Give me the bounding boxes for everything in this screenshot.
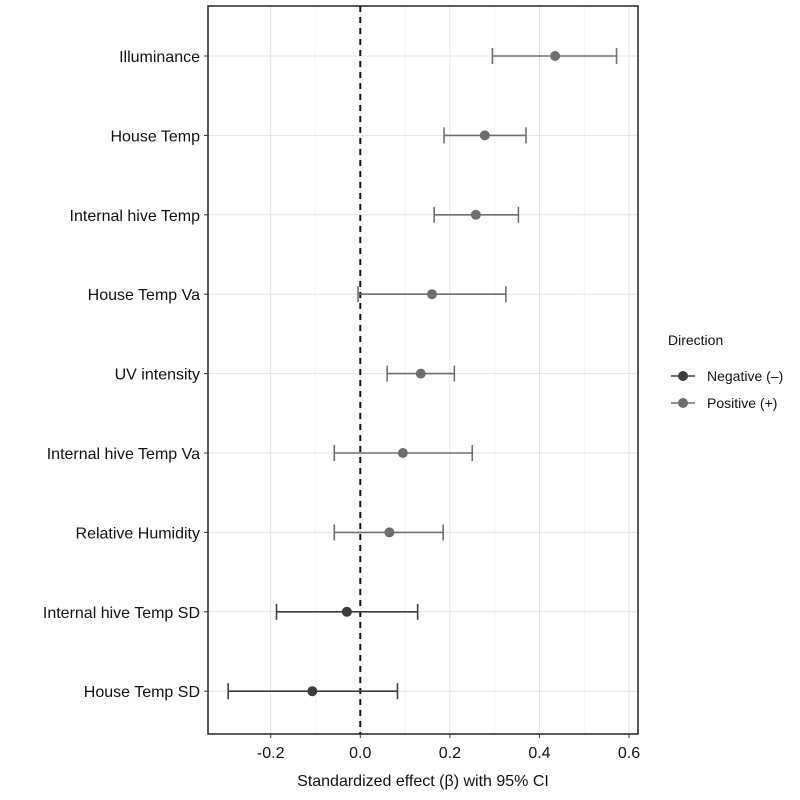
estimate-row bbox=[491, 48, 618, 64]
estimate-point bbox=[307, 686, 318, 697]
x-tick-label: -0.2 bbox=[257, 745, 285, 762]
x-tick-label: 0.0 bbox=[349, 745, 371, 762]
estimate-row bbox=[227, 683, 399, 700]
estimate-row bbox=[443, 127, 527, 144]
y-axis: Illuminance House Temp Internal hive Temp H… bbox=[43, 49, 208, 701]
legend-label: Negative (–) bbox=[707, 368, 783, 384]
estimate-row bbox=[357, 286, 507, 303]
y-tick-label: Relative Humidity bbox=[76, 525, 200, 542]
legend-label: Positive (+) bbox=[707, 395, 777, 411]
estimate-point bbox=[397, 448, 408, 458]
estimate-point bbox=[479, 130, 490, 141]
y-tick-label: Internal hive Temp SD bbox=[43, 605, 200, 622]
legend-title: Direction bbox=[668, 332, 723, 348]
legend: Direction Negative (–) Positive (+) bbox=[668, 332, 783, 411]
legend-item: Positive (+) bbox=[671, 395, 777, 411]
estimate-point bbox=[415, 368, 426, 379]
estimate-row bbox=[333, 445, 474, 461]
legend-key-point bbox=[678, 398, 688, 408]
legend-item: Negative (–) bbox=[671, 368, 783, 384]
legend-items: Negative (–) Positive (+) bbox=[671, 368, 783, 411]
estimate-row bbox=[386, 365, 456, 382]
plot-panel-border bbox=[207, 5, 639, 735]
y-tick-label: UV intensity bbox=[115, 367, 200, 384]
x-tick-label: 0.2 bbox=[439, 745, 461, 762]
y-tick-label: House Temp Va bbox=[88, 287, 200, 304]
estimate-point bbox=[470, 209, 481, 220]
x-axis: -0.2 0.0 0.2 0.4 0.6 bbox=[257, 734, 640, 762]
estimate-point bbox=[550, 51, 561, 61]
y-tick-label: House Temp SD bbox=[84, 684, 200, 701]
estimate-row bbox=[275, 603, 419, 620]
estimate-row bbox=[333, 524, 444, 541]
y-tick-label: House Temp bbox=[110, 128, 200, 145]
y-tick-label: Illuminance bbox=[119, 49, 200, 66]
x-axis-title: Standardized effect (β) with 95% CI bbox=[297, 773, 549, 790]
y-tick-label: Internal hive Temp Va bbox=[47, 446, 200, 463]
x-tick-label: 0.6 bbox=[618, 745, 640, 762]
estimate-point bbox=[341, 606, 352, 617]
x-tick-label: 0.4 bbox=[528, 745, 550, 762]
estimate-point bbox=[426, 289, 437, 300]
estimate-point bbox=[384, 527, 395, 538]
estimates-layer bbox=[227, 48, 618, 700]
estimate-row bbox=[433, 206, 520, 223]
legend-key-point bbox=[678, 371, 688, 381]
y-tick-label: Internal hive Temp bbox=[70, 208, 201, 225]
